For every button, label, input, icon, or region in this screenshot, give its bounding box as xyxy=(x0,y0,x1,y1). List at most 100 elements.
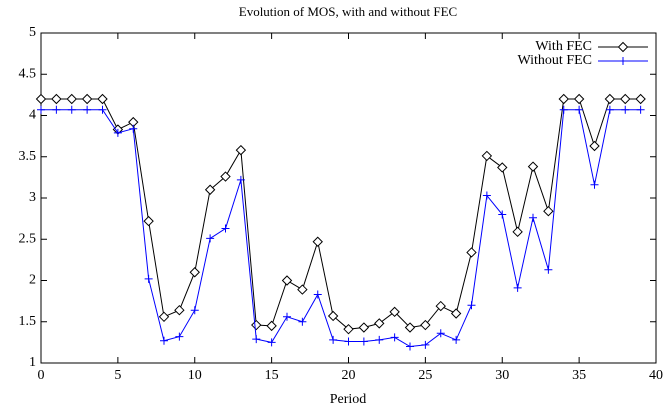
legend-marker xyxy=(617,41,629,53)
marker xyxy=(527,161,539,172)
marker xyxy=(220,171,231,182)
y-tick-label: 3.5 xyxy=(19,149,37,164)
marker xyxy=(174,304,185,316)
marker xyxy=(66,93,77,105)
marker xyxy=(497,162,508,173)
legend-marker xyxy=(619,57,627,65)
marker xyxy=(620,93,631,105)
marker xyxy=(252,335,261,344)
marker xyxy=(467,301,476,310)
marker xyxy=(359,337,368,346)
marker xyxy=(327,310,339,322)
marker xyxy=(450,308,462,319)
marker xyxy=(513,283,522,292)
marker xyxy=(481,150,493,162)
marker xyxy=(590,180,599,189)
marker xyxy=(35,93,47,105)
marker xyxy=(512,226,523,238)
x-tick-label: 40 xyxy=(649,368,663,383)
x-tick-label: 5 xyxy=(114,368,121,383)
marker xyxy=(298,317,307,326)
y-tick-label: 1.5 xyxy=(19,314,37,329)
marker xyxy=(313,290,322,299)
marker xyxy=(358,322,370,333)
marker xyxy=(129,124,138,133)
y-tick-label: 5 xyxy=(29,25,36,40)
marker xyxy=(466,247,477,258)
marker xyxy=(482,191,491,200)
marker xyxy=(67,105,76,114)
marker xyxy=(175,332,184,341)
y-tick-label: 1 xyxy=(29,355,36,370)
legend-label: With FEC xyxy=(535,39,592,54)
marker xyxy=(98,105,107,114)
marker xyxy=(143,215,154,227)
marker xyxy=(266,320,277,332)
marker xyxy=(190,306,199,315)
series-line xyxy=(41,98,641,330)
y-tick-label: 3 xyxy=(29,190,36,205)
marker xyxy=(329,335,338,344)
marker xyxy=(83,105,92,114)
y-tick-label: 4.5 xyxy=(19,66,37,81)
x-tick-label: 20 xyxy=(342,368,356,383)
marker xyxy=(97,93,108,105)
marker xyxy=(421,340,430,349)
marker xyxy=(312,236,323,247)
x-tick-label: 30 xyxy=(495,368,509,383)
marker xyxy=(406,342,414,351)
marker xyxy=(51,93,62,105)
marker xyxy=(236,175,245,184)
series-line xyxy=(41,109,641,348)
marker xyxy=(529,213,537,222)
marker xyxy=(113,128,122,137)
marker xyxy=(544,265,553,274)
marker xyxy=(344,337,353,346)
marker xyxy=(452,335,461,344)
marker xyxy=(375,335,384,344)
marker xyxy=(436,329,445,338)
marker xyxy=(404,322,416,333)
marker xyxy=(221,224,230,233)
x-tick-label: 25 xyxy=(418,368,432,383)
x-tick-label: 0 xyxy=(38,368,45,383)
marker xyxy=(160,336,168,345)
marker xyxy=(604,93,616,105)
chart-title: Evolution of MOS, with and without FEC xyxy=(239,4,457,19)
marker xyxy=(420,319,431,331)
y-tick-label: 2 xyxy=(29,273,36,288)
marker xyxy=(206,234,215,243)
marker xyxy=(283,312,291,321)
marker xyxy=(435,300,446,312)
marker xyxy=(251,319,262,331)
marker xyxy=(575,105,584,114)
marker xyxy=(605,105,614,114)
x-tick-label: 35 xyxy=(572,368,586,383)
y-tick-label: 2.5 xyxy=(19,231,37,246)
marker xyxy=(636,105,645,114)
x-tick-label: 10 xyxy=(188,368,202,383)
marker xyxy=(267,338,276,347)
legend-label: Without FEC xyxy=(518,53,593,68)
marker xyxy=(37,105,45,114)
marker xyxy=(621,105,630,114)
marker xyxy=(297,284,308,295)
x-tick-label: 15 xyxy=(265,368,279,383)
marker xyxy=(558,93,569,105)
marker xyxy=(559,105,568,114)
marker xyxy=(204,184,216,195)
marker xyxy=(52,105,61,114)
x-axis-label: Period xyxy=(330,392,367,407)
marker xyxy=(343,323,354,335)
marker xyxy=(158,311,170,323)
marker xyxy=(189,267,200,278)
marker xyxy=(281,275,293,286)
marker xyxy=(389,306,400,318)
marker xyxy=(390,333,399,342)
marker xyxy=(589,140,600,152)
marker xyxy=(81,93,93,105)
marker xyxy=(635,93,646,105)
marker xyxy=(235,144,247,156)
marker xyxy=(498,210,507,219)
